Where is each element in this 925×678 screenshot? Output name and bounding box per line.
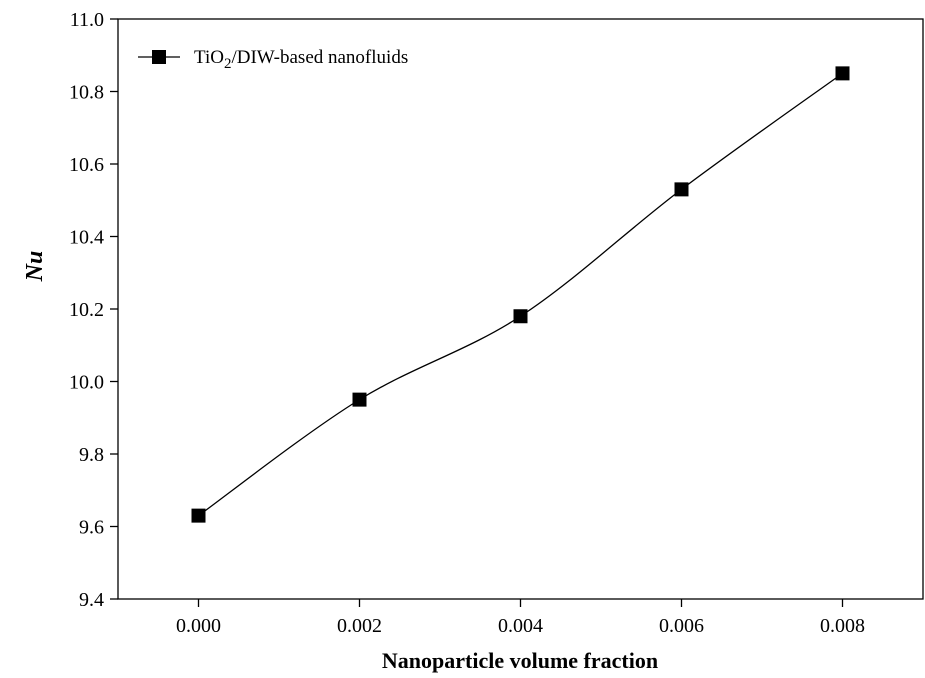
y-tick-label: 10.6 [69,154,104,176]
y-tick-label: 10.4 [69,227,104,249]
data-point-marker [835,66,850,81]
y-tick-label: 10.0 [69,372,104,394]
x-tick-label: 0.004 [498,615,543,637]
legend-marker [152,50,166,64]
y-tick-label: 9.8 [79,444,104,466]
x-tick-label: 0.006 [659,615,704,637]
plot-frame [117,18,924,600]
data-point-marker [352,392,367,407]
y-tick-label: 9.6 [79,517,104,539]
series-line [198,72,843,517]
data-point-marker [674,182,689,197]
y-axis-title: Nu [22,251,48,283]
data-point-marker [191,508,206,523]
y-tick-label: 11.0 [70,9,104,31]
legend: TiO2/DIW-based nanofluids [138,47,408,72]
x-tick-label: 0.002 [337,615,382,637]
series-markers [191,66,850,523]
y-tick-label: 10.8 [69,82,104,104]
y-tick-label: 9.4 [79,589,104,611]
data-point-marker [513,309,528,324]
x-axis-title: Nanoparticle volume fraction [382,648,658,673]
x-axis: 0.000 0.002 0.004 0.006 0.008 [176,599,865,637]
legend-label: TiO2/DIW-based nanofluids [194,47,408,72]
x-tick-label: 0.008 [820,615,865,637]
y-axis: 9.4 9.6 9.8 10.0 10.2 10.4 10.6 10.8 11.0 [69,9,118,611]
y-tick-label: 10.2 [69,299,104,321]
x-tick-label: 0.000 [176,615,221,637]
